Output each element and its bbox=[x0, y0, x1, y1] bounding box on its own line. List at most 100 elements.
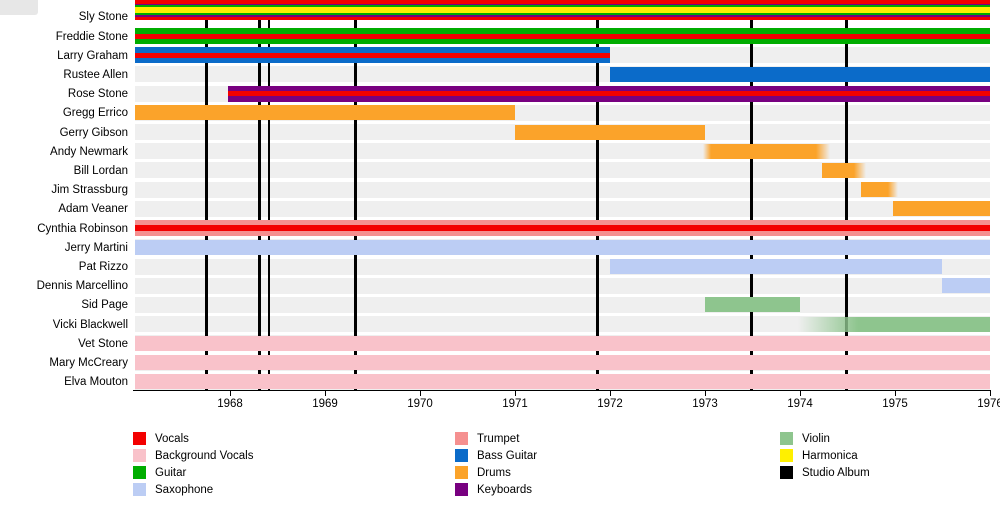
member-bar bbox=[705, 297, 800, 313]
studio-album-line bbox=[267, 0, 271, 390]
axis-tick-label: 1973 bbox=[692, 398, 718, 410]
member-bar bbox=[135, 0, 990, 20]
guitar-stripe bbox=[135, 13, 990, 15]
legend-swatch bbox=[455, 483, 468, 496]
member-label: Rose Stone bbox=[67, 88, 128, 101]
member-row-band bbox=[135, 200, 990, 217]
member-bar bbox=[941, 278, 990, 294]
legend-label: Vocals bbox=[155, 433, 189, 445]
legend-label: Keyboards bbox=[477, 484, 532, 496]
member-label: Vet Stone bbox=[78, 337, 128, 350]
member-bar bbox=[135, 239, 990, 255]
member-label: Jim Strassburg bbox=[51, 184, 128, 197]
background_vocals-stripe bbox=[135, 374, 990, 390]
member-bar bbox=[798, 316, 990, 332]
background_vocals-stripe bbox=[135, 355, 990, 371]
member-label: Freddie Stone bbox=[55, 30, 128, 43]
guitar-stripe bbox=[135, 28, 990, 34]
studio-album-line bbox=[750, 0, 753, 390]
member-bar bbox=[893, 201, 990, 217]
trumpet-stripe bbox=[135, 231, 990, 237]
drums-stripe bbox=[821, 162, 866, 178]
legend-label: Saxophone bbox=[155, 484, 214, 496]
legend-swatch bbox=[133, 483, 146, 496]
harmonica-stripe bbox=[135, 7, 990, 13]
member-bar bbox=[135, 335, 990, 351]
member-bar bbox=[610, 259, 942, 275]
axis-tick-label: 1969 bbox=[312, 398, 338, 410]
legend-label: Background Vocals bbox=[155, 450, 254, 462]
bass-stripe bbox=[135, 47, 610, 53]
member-row-band bbox=[135, 296, 990, 313]
axis-tick-label: 1970 bbox=[407, 398, 433, 410]
legend-label: Bass Guitar bbox=[477, 450, 538, 462]
member-bar bbox=[135, 374, 990, 390]
axis-tick-label: 1975 bbox=[882, 398, 908, 410]
legend-swatch bbox=[455, 466, 468, 479]
member-label: Dennis Marcellino bbox=[36, 280, 128, 293]
axis-tick-label: 1971 bbox=[502, 398, 528, 410]
x-axis-line bbox=[133, 390, 991, 392]
drums-stripe bbox=[135, 105, 515, 121]
legend-swatch bbox=[780, 466, 793, 479]
member-bar bbox=[228, 85, 990, 102]
member-row-band bbox=[135, 181, 990, 198]
member-label: Cynthia Robinson bbox=[37, 222, 128, 235]
drums-stripe bbox=[893, 201, 990, 217]
member-label: Sid Page bbox=[81, 299, 128, 312]
legend-label: Violin bbox=[802, 433, 830, 445]
studio-album-line bbox=[596, 0, 599, 390]
member-label: Pat Rizzo bbox=[78, 261, 128, 274]
axis-tick bbox=[515, 391, 517, 396]
legend-label: Guitar bbox=[155, 467, 187, 479]
axis-tick bbox=[895, 391, 897, 396]
legend-swatch bbox=[455, 449, 468, 462]
member-label: Larry Graham bbox=[57, 49, 128, 62]
member-bar bbox=[515, 124, 705, 140]
member-bar bbox=[135, 220, 990, 237]
axis-tick bbox=[610, 391, 612, 396]
keyboards-stripe bbox=[228, 85, 990, 92]
axis-tick-label: 1974 bbox=[787, 398, 813, 410]
studio-album-line bbox=[354, 0, 357, 390]
keyboards-stripe bbox=[135, 15, 990, 17]
member-row-band bbox=[135, 162, 990, 179]
vocals-stripe bbox=[135, 33, 990, 39]
member-bar bbox=[135, 47, 610, 64]
background_vocals-stripe bbox=[135, 335, 990, 351]
axis-tick-label: 1968 bbox=[217, 398, 243, 410]
member-label: Adam Veaner bbox=[58, 203, 128, 216]
vocals-stripe bbox=[135, 16, 990, 20]
member-label: Andy Newmark bbox=[50, 145, 128, 158]
legend-swatch bbox=[133, 432, 146, 445]
legend-label: Trumpet bbox=[477, 433, 520, 445]
legend-label: Drums bbox=[477, 467, 511, 479]
saxophone-stripe bbox=[135, 239, 990, 255]
member-bar bbox=[135, 105, 515, 121]
member-label: Sly Stone bbox=[78, 11, 128, 24]
axis-tick bbox=[230, 391, 232, 396]
member-label: Bill Lordan bbox=[73, 164, 128, 177]
member-label: Gregg Errico bbox=[62, 107, 128, 120]
axis-tick bbox=[325, 391, 327, 396]
guitar-stripe bbox=[135, 38, 990, 44]
member-bar bbox=[821, 162, 866, 178]
member-label: Jerry Martini bbox=[64, 241, 128, 254]
member-bar bbox=[860, 182, 898, 198]
member-bar bbox=[135, 28, 990, 44]
vocals-stripe bbox=[135, 0, 990, 4]
studio-album-line bbox=[845, 0, 848, 390]
drums-stripe bbox=[703, 143, 831, 159]
member-bar bbox=[610, 66, 990, 82]
member-row-band bbox=[135, 277, 990, 294]
legend-label: Harmonica bbox=[802, 450, 858, 462]
axis-tick-label: 1972 bbox=[597, 398, 623, 410]
corner-artifact bbox=[0, 0, 38, 15]
trumpet-stripe bbox=[135, 220, 990, 226]
member-bar bbox=[135, 355, 990, 371]
legend-swatch bbox=[780, 449, 793, 462]
violin-stripe bbox=[798, 316, 990, 332]
guitar-stripe bbox=[135, 5, 990, 7]
axis-tick bbox=[705, 391, 707, 396]
keyboards-stripe bbox=[135, 3, 990, 5]
